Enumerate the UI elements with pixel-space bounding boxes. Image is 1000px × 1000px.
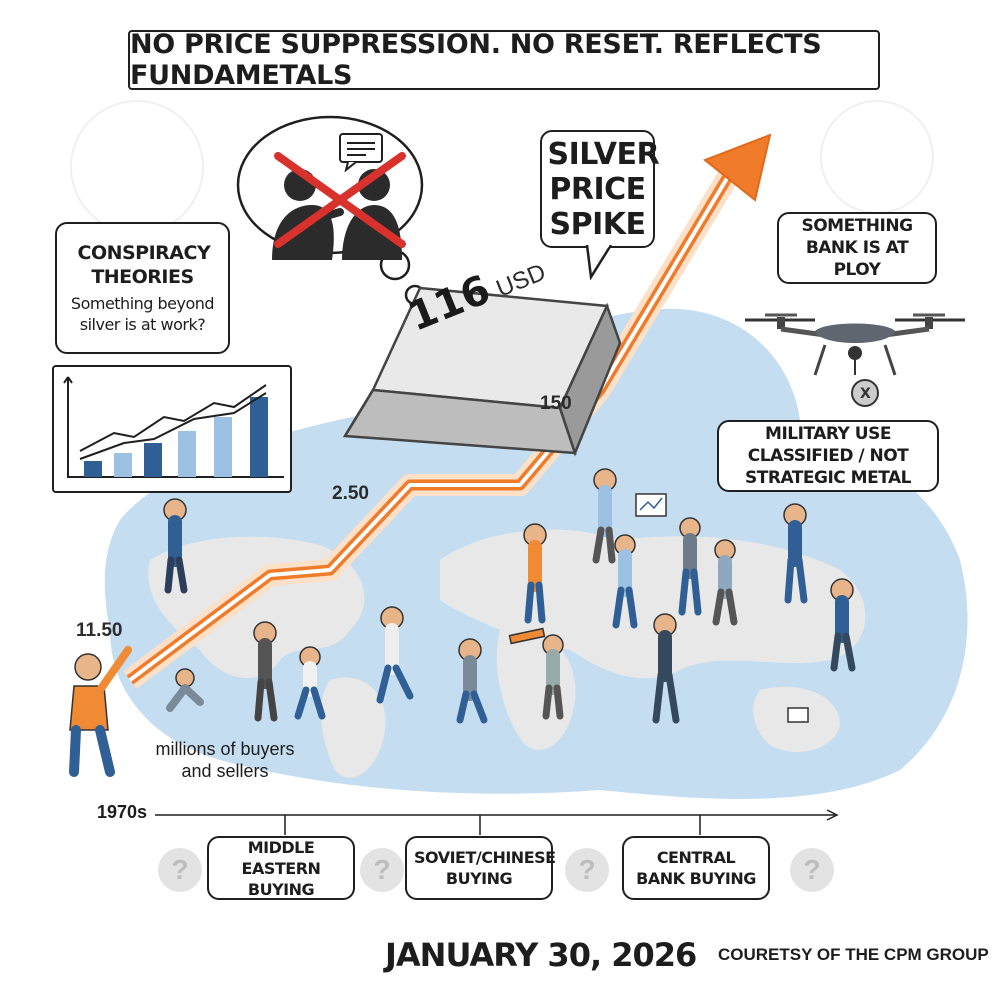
drone-icon: X: [745, 313, 965, 407]
silver-price-spike-callout: SILVER PRICE SPIKE: [540, 130, 660, 248]
era-label: SOVIET/CHINESE BUYING: [414, 848, 556, 888]
credit-label: COURETSY OF THE CPM GROUP: [718, 945, 989, 964]
price-label-mid: 2.50: [332, 483, 369, 504]
crowd-caption: millions of buyers and sellers: [155, 739, 295, 781]
conspiracy-question: Something beyond silver is at work?: [70, 294, 215, 334]
military-label: MILITARY USE CLASSIFIED / NOT STRATEGIC …: [745, 424, 911, 488]
speech-bubble-icon: [339, 133, 383, 172]
question-mark-icon: ?: [158, 848, 202, 892]
spike-label: SILVER PRICE SPIKE: [547, 136, 660, 242]
person-figure: [69, 646, 132, 777]
bank-label: SOMETHING BANK IS AT PLOY: [801, 216, 913, 280]
conspiracy-theories-callout: CONSPIRACY THEORIES Something beyond sil…: [55, 222, 230, 354]
military-use-callout: MILITARY USE CLASSIFIED / NOT STRATEGIC …: [717, 420, 939, 492]
price-label-start: 11.50: [76, 620, 123, 641]
price-label-high: 150: [540, 393, 572, 414]
bar-chart-icon: [63, 376, 284, 478]
callout-tail: [585, 245, 613, 280]
bank-conspiracy-callout: SOMETHING BANK IS AT PLOY: [777, 212, 937, 284]
question-mark-icon: ?: [565, 848, 609, 892]
svg-text:X: X: [860, 386, 871, 402]
question-mark-icon: ?: [790, 848, 834, 892]
conspiracy-heading: CONSPIRACY THEORIES: [77, 242, 211, 288]
timeline-start-label: 1970s: [97, 802, 148, 822]
silver-bar-icon: [342, 286, 622, 457]
era-label: MIDDLE EASTERN BUYING: [241, 837, 321, 899]
question-mark-icon: ?: [360, 848, 404, 892]
growth-chart-illustration: [52, 365, 292, 493]
date-label: JANUARY 30, 2026: [385, 936, 697, 974]
timeline-axis: [155, 809, 839, 835]
era-label: CENTRAL BANK BUYING: [636, 848, 756, 888]
era-box-central-bank: CENTRAL BANK BUYING: [622, 836, 770, 900]
era-box-soviet-chinese: SOVIET/CHINESE BUYING: [405, 836, 556, 900]
red-x-icon: [274, 152, 406, 248]
headline-banner: NO PRICE SUPPRESSION. NO RESET. REFLECTS…: [128, 29, 880, 91]
era-box-middle-eastern: MIDDLE EASTERN BUYING: [207, 836, 355, 900]
